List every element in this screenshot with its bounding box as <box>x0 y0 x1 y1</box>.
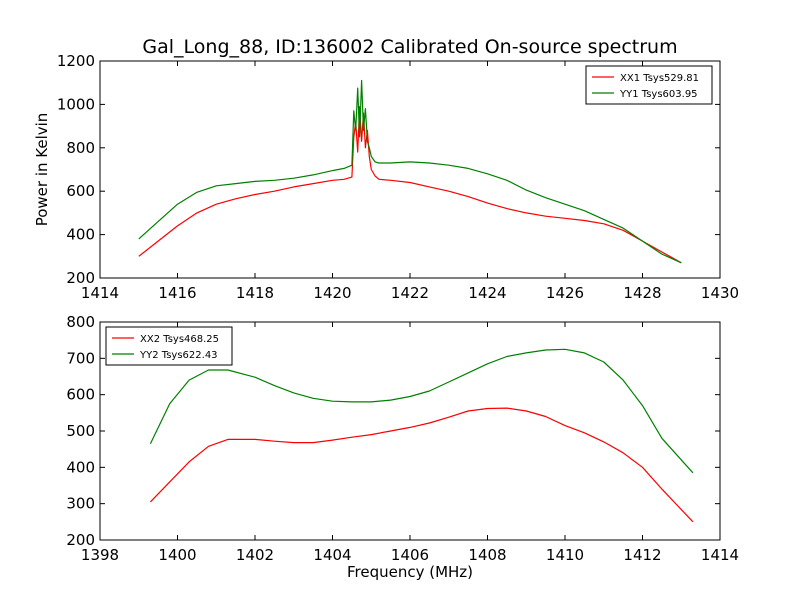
x-tick-label: 1428 <box>623 284 661 302</box>
y-tick-label: 200 <box>66 269 95 287</box>
y-tick-label: 300 <box>66 495 95 513</box>
series-line-1 <box>149 407 694 523</box>
top-axes: 1414 1416 1418 1420 1422 1424 1426 1428 1430 200 4… <box>33 52 739 302</box>
y-tick-label: 400 <box>66 458 95 476</box>
x-axis-label: Frequency (MHz) <box>347 563 473 581</box>
legend-box <box>585 65 713 105</box>
x-tick-label: 1402 <box>236 546 274 564</box>
series-line-2 <box>149 348 694 474</box>
x-tick-label: 1400 <box>158 546 196 564</box>
series-line-2 <box>138 79 682 264</box>
x-tick-label: 1408 <box>468 546 506 564</box>
y-tick-label: 800 <box>66 139 95 157</box>
y-tick-label: 600 <box>66 182 95 200</box>
legend: XX2 Tsys468.25 YY2 Tsys622.43 <box>105 326 233 366</box>
y-tick-label: 600 <box>66 386 95 404</box>
series-line-1 <box>138 105 682 264</box>
x-tick-label: 1430 <box>701 284 739 302</box>
y-tick-label: 700 <box>66 349 95 367</box>
y-tick-label: 1200 <box>57 52 95 70</box>
x-tick-label: 1406 <box>391 546 429 564</box>
x-tick-label: 1398 <box>81 546 119 564</box>
x-tick-label: 1404 <box>313 546 351 564</box>
y-tick-label: 200 <box>66 531 95 549</box>
legend-label: XX2 Tsys468.25 <box>140 334 219 345</box>
legend: XX1 Tsys529.81 YY1 Tsys603.95 <box>585 65 713 105</box>
y-tick-label: 800 <box>66 313 95 331</box>
x-tick-label: 1426 <box>546 284 584 302</box>
x-tick-label: 1418 <box>236 284 274 302</box>
x-tick-label: 1416 <box>158 284 196 302</box>
x-tick-label: 1412 <box>623 546 661 564</box>
y-axis-label: Power in Kelvin <box>33 113 51 227</box>
y-tick-label: 400 <box>66 226 95 244</box>
bottom-axes: 1398 1400 1402 1404 1406 1408 1410 1412 1414 200 3… <box>66 313 739 581</box>
x-tick-label: 1410 <box>546 546 584 564</box>
y-tick-label: 1000 <box>57 95 95 113</box>
x-tick-label: 1414 <box>701 546 739 564</box>
legend-label: YY1 Tsys603.95 <box>619 89 698 100</box>
y-tick-label: 500 <box>66 422 95 440</box>
x-tick-label: 1414 <box>81 284 119 302</box>
x-tick-label: 1420 <box>313 284 351 302</box>
x-tick-label: 1424 <box>468 284 506 302</box>
legend-label: YY2 Tsys622.43 <box>139 350 218 361</box>
legend-box <box>105 326 233 366</box>
legend-label: XX1 Tsys529.81 <box>620 73 699 84</box>
figure-title: Gal_Long_88, ID:136002 Calibrated On-sou… <box>142 36 677 58</box>
x-tick-label: 1422 <box>391 284 429 302</box>
